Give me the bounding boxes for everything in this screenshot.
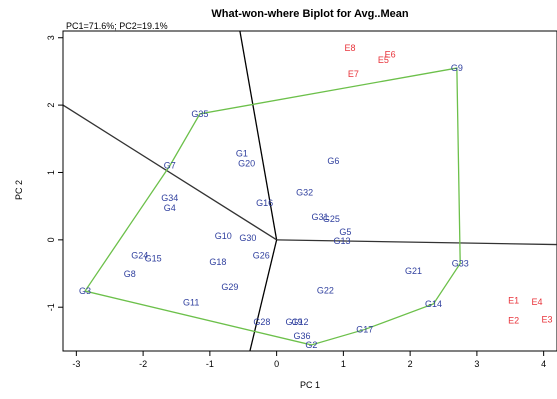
genotype-point-label: G12 bbox=[291, 317, 308, 327]
environment-point-label: E3 bbox=[541, 314, 552, 324]
sector-lines bbox=[63, 31, 557, 351]
genotype-point-label: G21 bbox=[405, 266, 422, 276]
x-tick-label: 3 bbox=[474, 359, 479, 369]
genotype-point-label: G25 bbox=[323, 214, 340, 224]
x-tick-label: 4 bbox=[541, 359, 546, 369]
x-axis: -3 -2 -1 0 1 2 3 4 bbox=[72, 350, 546, 369]
genotype-point-label: G17 bbox=[356, 324, 373, 334]
genotype-point-label: G11 bbox=[183, 297, 199, 307]
y-tick-label: 3 bbox=[46, 35, 56, 40]
y-tick-label: 2 bbox=[46, 103, 56, 108]
genotype-point-label: G5 bbox=[339, 227, 351, 237]
genotype-point-label: G36 bbox=[293, 331, 310, 341]
x-tick-label: -3 bbox=[72, 359, 80, 369]
genotype-point-label: G24 bbox=[131, 250, 148, 260]
environment-point-label: E7 bbox=[348, 69, 359, 79]
genotype-point-label: G15 bbox=[145, 254, 162, 264]
genotype-point-label: G3 bbox=[79, 286, 91, 296]
genotype-point-label: G33 bbox=[452, 258, 469, 268]
genotype-point-label: G32 bbox=[296, 188, 313, 198]
sector-line bbox=[249, 239, 278, 351]
sector-line bbox=[239, 31, 278, 240]
environment-point-label: E5 bbox=[378, 55, 389, 65]
environment-point-label: E6 bbox=[385, 50, 396, 60]
genotype-point-label: G34 bbox=[161, 193, 178, 203]
y-axis-label: PC 2 bbox=[14, 180, 24, 200]
hull-polygon bbox=[83, 67, 461, 346]
genotype-point-label: G6 bbox=[327, 156, 339, 166]
y-tick-label: -1 bbox=[46, 303, 56, 311]
chart-title: What-won-where Biplot for Avg..Mean bbox=[211, 8, 408, 20]
y-tick-label: 0 bbox=[46, 237, 56, 242]
genotype-point-label: G30 bbox=[239, 233, 256, 243]
genotype-point-label: G14 bbox=[425, 299, 442, 309]
genotype-point-label: G18 bbox=[209, 257, 226, 267]
sector-line bbox=[276, 239, 557, 246]
genotype-point-label: G2 bbox=[305, 340, 317, 350]
genotype-point-label: G31 bbox=[312, 212, 329, 222]
y-axis: -1 0 1 2 3 bbox=[46, 35, 64, 311]
x-axis-label: PC 1 bbox=[300, 380, 320, 390]
genotype-point-label: G35 bbox=[191, 109, 208, 119]
genotype-point-label: G4 bbox=[164, 203, 176, 213]
genotype-point-label: G1 bbox=[236, 149, 248, 159]
genotype-point-label: G8 bbox=[124, 269, 136, 279]
environment-point-label: E2 bbox=[508, 316, 519, 326]
y-tick-label: 1 bbox=[46, 170, 56, 175]
genotype-point-label: G13 bbox=[334, 236, 351, 246]
genotype-point-label: G7 bbox=[164, 161, 176, 171]
genotype-point-label: G16 bbox=[256, 198, 273, 208]
genotype-point-label: G28 bbox=[253, 317, 270, 327]
x-tick-label: -1 bbox=[206, 359, 214, 369]
chart-subtitle: PC1=71.6%; PC2=19.1% bbox=[66, 21, 168, 31]
environment-point-label: E4 bbox=[531, 297, 542, 307]
sector-line bbox=[63, 104, 277, 241]
genotype-point-label: G19 bbox=[285, 317, 302, 327]
genotype-point-label: G9 bbox=[451, 63, 463, 73]
x-tick-label: 0 bbox=[274, 359, 279, 369]
x-tick-label: 2 bbox=[408, 359, 413, 369]
genotype-point-label: G26 bbox=[253, 250, 270, 260]
genotype-point-label: G22 bbox=[317, 285, 334, 295]
x-tick-label: 1 bbox=[341, 359, 346, 369]
genotype-point-label: G10 bbox=[215, 231, 232, 241]
environment-point-label: E1 bbox=[508, 295, 519, 305]
polygon-hull bbox=[83, 67, 461, 346]
genotype-point-label: G29 bbox=[221, 282, 238, 292]
genotype-point-label: G20 bbox=[238, 159, 255, 169]
environment-point-label: E8 bbox=[345, 43, 356, 53]
x-tick-label: -2 bbox=[139, 359, 147, 369]
